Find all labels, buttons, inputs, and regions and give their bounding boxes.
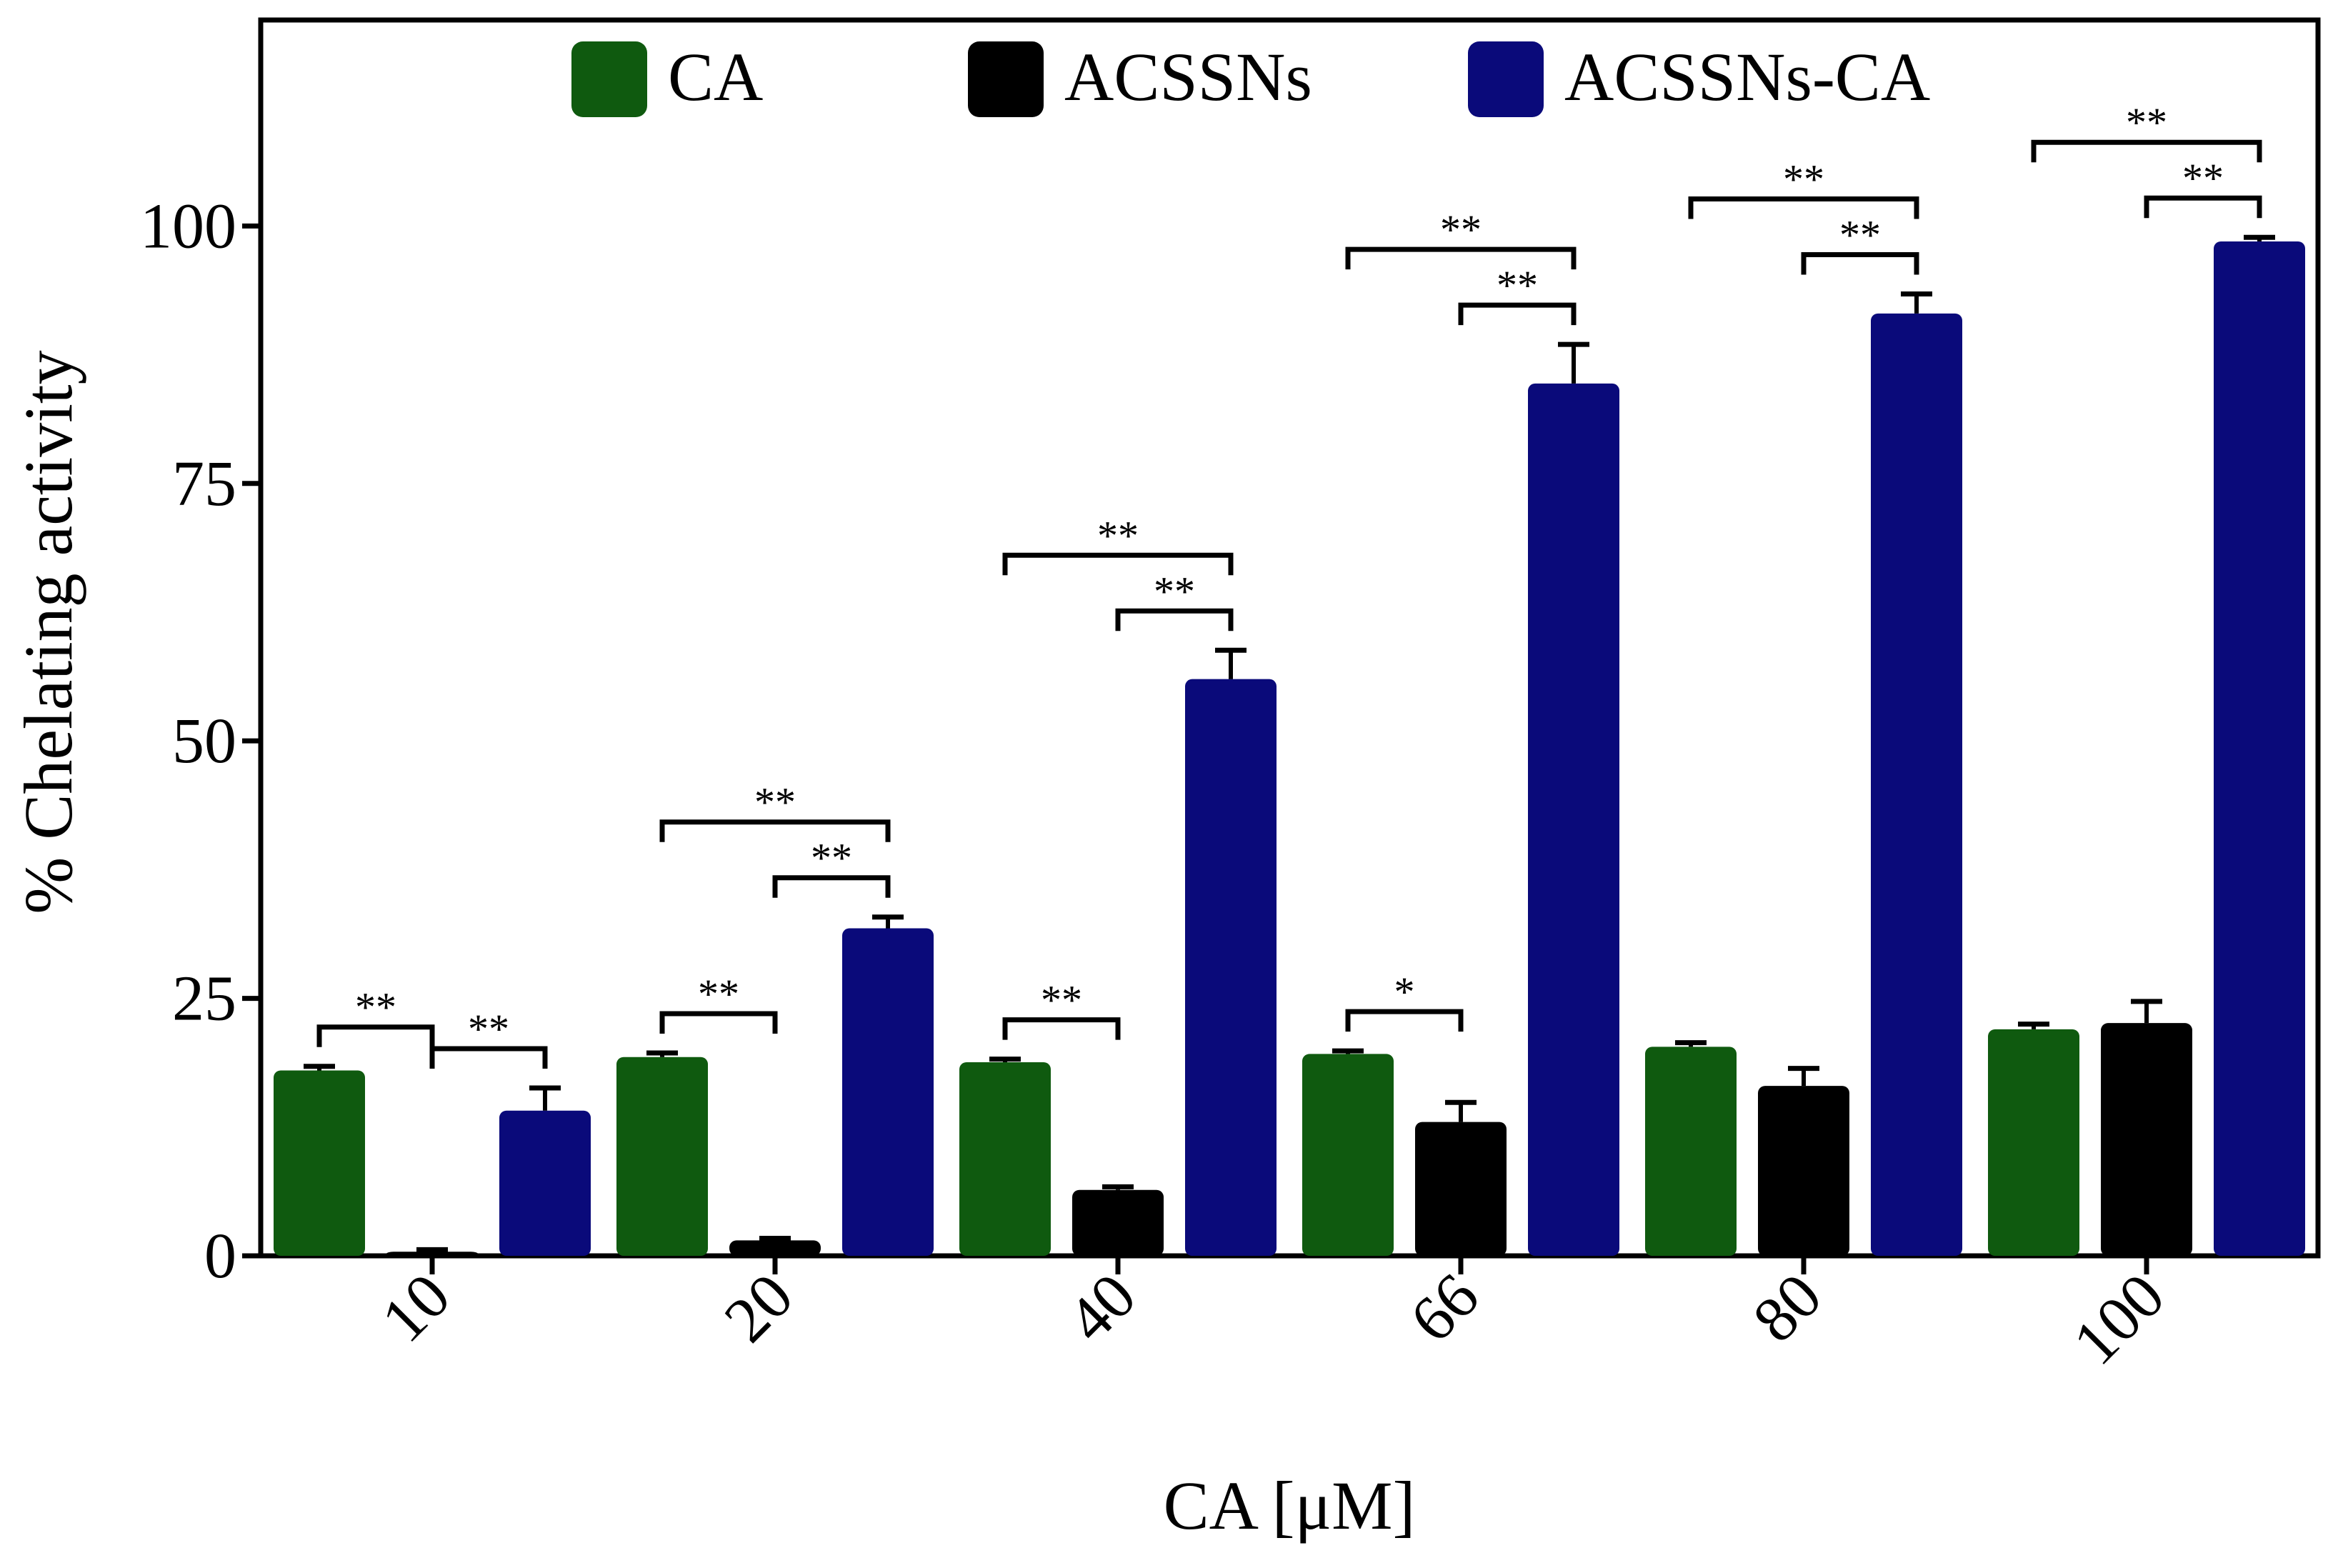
significance-bracket bbox=[1002, 552, 1234, 576]
significance-label: ** bbox=[811, 835, 852, 882]
bar-acssns-ca-100 bbox=[2214, 241, 2305, 1256]
bar-acssns-ca-66 bbox=[1528, 383, 1619, 1256]
significance-bracket bbox=[1458, 302, 1577, 326]
x-tick-label: 40 bbox=[1054, 1260, 1149, 1356]
bar-acssns-10 bbox=[386, 1252, 478, 1256]
y-tick-label: 0 bbox=[204, 1221, 236, 1292]
legend-label-ca: CA bbox=[668, 39, 763, 115]
x-tick-label: 66 bbox=[1397, 1260, 1492, 1356]
bar-acssns-100 bbox=[2101, 1023, 2192, 1256]
significance-label: ** bbox=[1154, 568, 1195, 614]
bar-acssns-ca-40 bbox=[1185, 679, 1277, 1256]
bar-ca-20 bbox=[616, 1057, 708, 1256]
y-tick-label: 75 bbox=[172, 449, 236, 519]
bar-acssns-ca-20 bbox=[842, 928, 934, 1256]
significance-label: ** bbox=[754, 779, 796, 826]
legend-swatch-acssns bbox=[968, 41, 1044, 117]
bar-acssns-ca-80 bbox=[1871, 313, 1962, 1256]
significance-bracket bbox=[1801, 251, 1919, 275]
significance-bracket bbox=[1115, 608, 1234, 631]
significance-label: ** bbox=[1041, 977, 1082, 1024]
significance-label: ** bbox=[1440, 206, 1482, 253]
significance-label: ** bbox=[355, 984, 396, 1031]
bar-ca-40 bbox=[959, 1062, 1051, 1256]
legend-label-acssns: ACSSNs bbox=[1064, 39, 1312, 115]
plot-frame bbox=[258, 17, 2321, 1259]
significance-bracket bbox=[659, 819, 891, 842]
y-axis-label: % Chelating activity bbox=[10, 350, 86, 914]
y-tick-label: 100 bbox=[140, 191, 236, 261]
bar-acssns-20 bbox=[729, 1240, 821, 1256]
significance-label: * bbox=[1394, 969, 1415, 1015]
significance-bracket bbox=[1688, 196, 1919, 219]
y-tick-label: 50 bbox=[172, 706, 236, 776]
significance-bracket bbox=[1345, 1009, 1464, 1032]
bar-acssns-66 bbox=[1415, 1122, 1507, 1256]
bar-acssns-40 bbox=[1072, 1189, 1164, 1256]
significance-bracket bbox=[659, 1011, 778, 1034]
significance-label: ** bbox=[468, 1006, 509, 1052]
legend-swatch-ca bbox=[571, 41, 647, 117]
x-tick-label: 20 bbox=[711, 1260, 806, 1356]
significance-bracket bbox=[2144, 195, 2262, 219]
legend-label-acssns-ca: ACSSNs-CA bbox=[1564, 39, 1930, 115]
significance-bracket bbox=[1345, 246, 1577, 270]
x-tick-label: 10 bbox=[368, 1260, 464, 1356]
y-tick-label: 25 bbox=[172, 964, 236, 1034]
significance-bracket bbox=[2031, 139, 2262, 163]
significance-label: ** bbox=[1839, 211, 1881, 258]
bar-ca-66 bbox=[1302, 1054, 1394, 1256]
x-tick-label: 80 bbox=[1739, 1260, 1835, 1356]
bar-ca-100 bbox=[1988, 1029, 2079, 1256]
significance-label: ** bbox=[1783, 156, 1824, 202]
significance-label: ** bbox=[2182, 155, 2224, 201]
bar-ca-10 bbox=[274, 1070, 365, 1256]
significance-bracket bbox=[1002, 1017, 1121, 1040]
x-tick-label: 100 bbox=[2060, 1260, 2178, 1378]
significance-bracket bbox=[772, 875, 891, 898]
significance-label: ** bbox=[2126, 99, 2167, 146]
bar-ca-80 bbox=[1645, 1047, 1737, 1256]
significance-label: ** bbox=[1097, 512, 1139, 559]
x-axis-label: CA [μM] bbox=[1164, 1467, 1416, 1544]
significance-bracket bbox=[429, 1046, 548, 1069]
bar-acssns-ca-10 bbox=[499, 1110, 591, 1256]
significance-label: ** bbox=[698, 971, 739, 1017]
legend-swatch-acssns-ca bbox=[1468, 41, 1544, 117]
significance-label: ** bbox=[1497, 262, 1538, 309]
significance-bracket bbox=[316, 1024, 435, 1047]
bar-acssns-80 bbox=[1758, 1086, 1849, 1256]
